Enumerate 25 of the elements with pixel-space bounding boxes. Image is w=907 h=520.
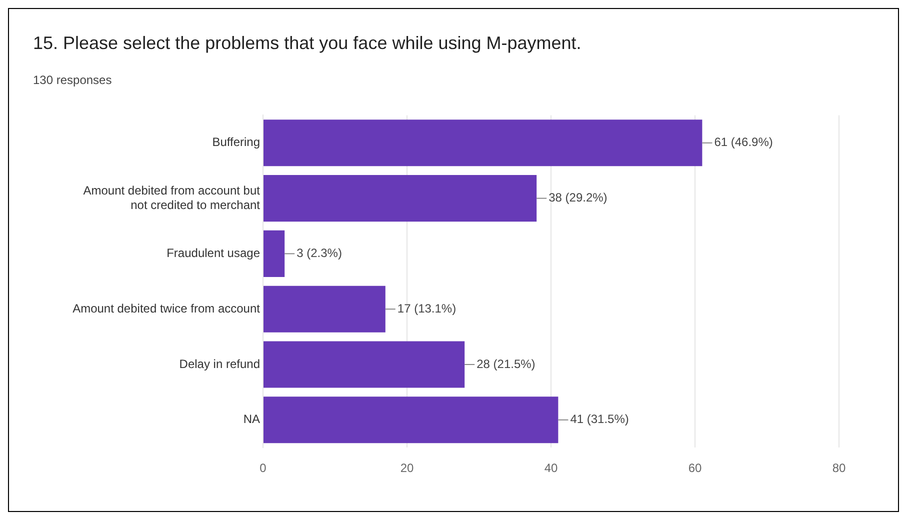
data-label: 41 (31.5%): [570, 412, 629, 426]
y-tick-label: Delay in refund: [179, 356, 260, 371]
data-label: 3 (2.3%): [296, 246, 342, 260]
x-tick-label: 0: [260, 461, 267, 476]
bar: [264, 341, 465, 388]
x-tick-label: 40: [544, 461, 558, 476]
y-tick-label: NA: [243, 412, 260, 426]
bar: [264, 120, 702, 166]
text: 130 responses: [33, 73, 112, 87]
data-label: 28 (21.5%): [476, 356, 536, 371]
y-tick-label: Amount debited from account but not credited to merchant: [83, 183, 261, 212]
data-label: 38 (29.2%): [548, 190, 608, 205]
y-tick-label: Fraudulent usage: [166, 246, 260, 260]
data-label: 17 (13.1%): [397, 301, 456, 316]
data-label: 61 (46.9%): [714, 135, 773, 150]
bar: [264, 286, 386, 332]
x-tick-label: 60: [688, 461, 702, 476]
y-tick-label: Amount debited twice from account: [72, 301, 261, 316]
bar: [264, 175, 537, 222]
y-tick-label: Buffering: [212, 135, 260, 150]
x-tick-label: 20: [400, 461, 414, 476]
x-tick-label: 80: [832, 461, 846, 476]
bar: [264, 230, 285, 277]
chart-title: 15. Please select the problems that you face while using M-payment.: [33, 33, 582, 54]
bar: [264, 396, 558, 444]
